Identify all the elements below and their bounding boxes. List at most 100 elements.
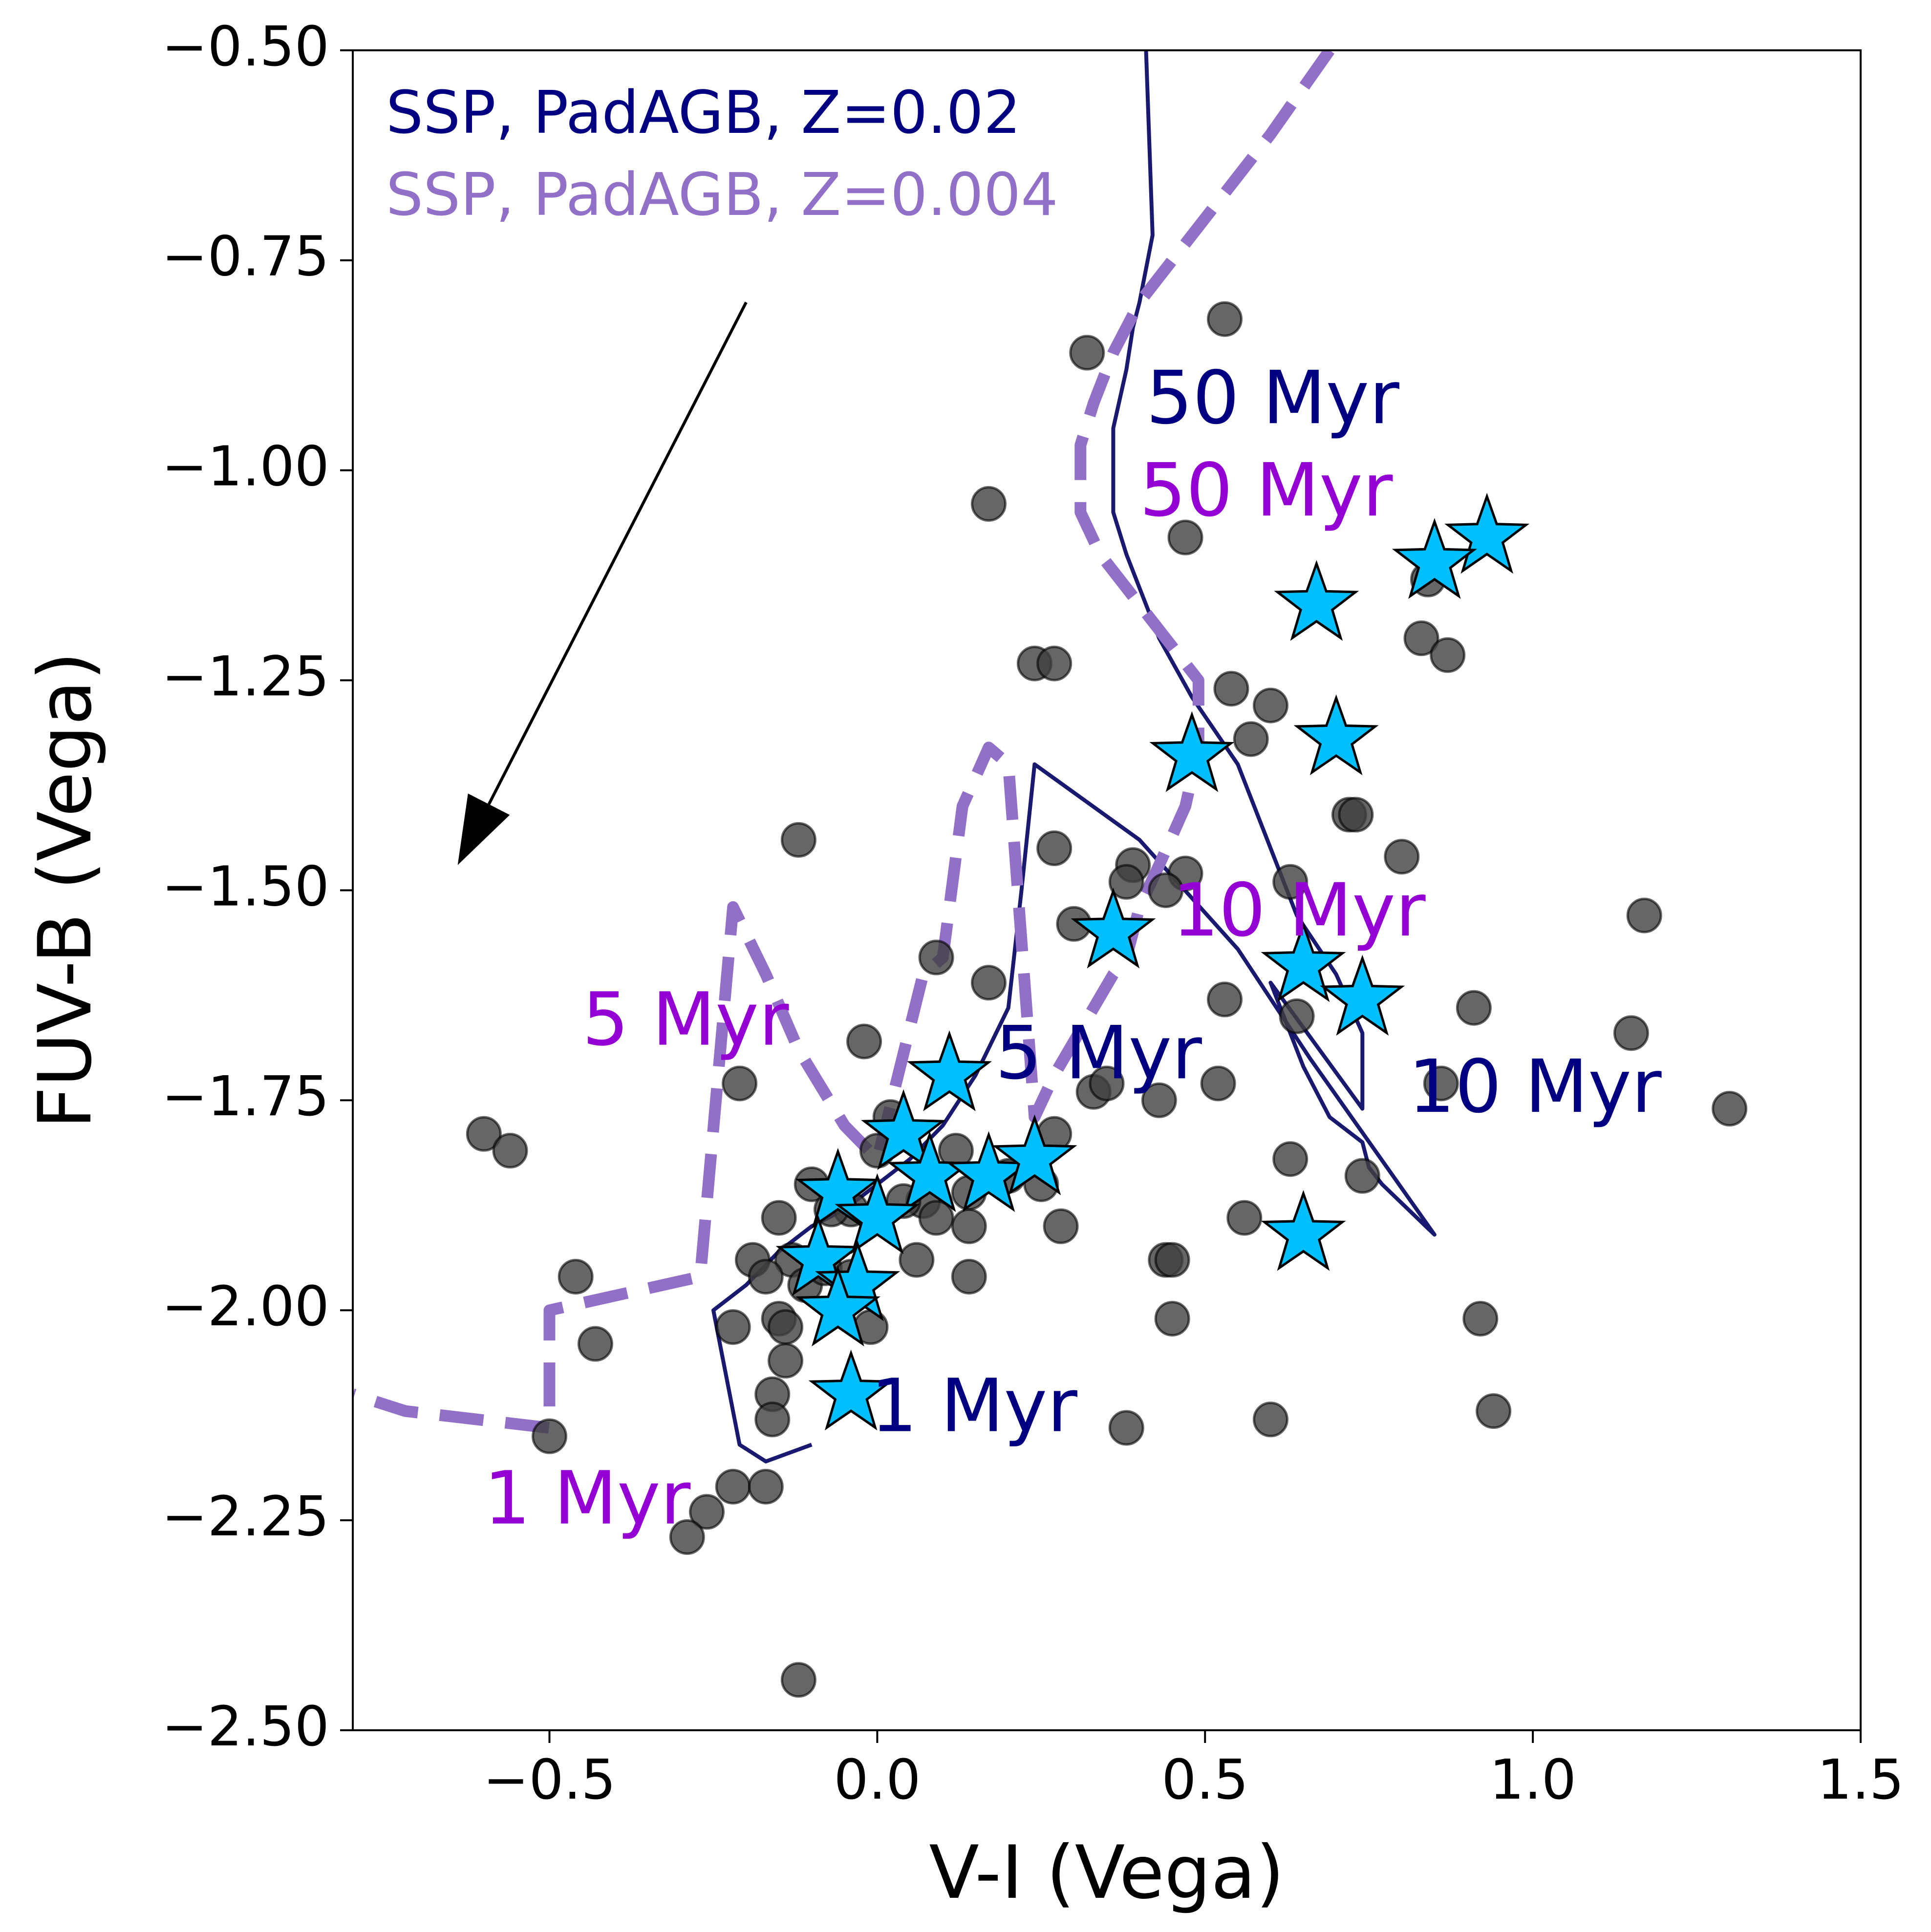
star-markers — [775, 492, 1530, 1431]
circle-point — [846, 1023, 882, 1060]
star-point — [795, 1265, 880, 1347]
star-point — [1261, 921, 1346, 1002]
star-point — [1261, 1190, 1346, 1271]
circle-point — [1036, 830, 1073, 867]
circle-point — [761, 1200, 797, 1236]
y-tick-label: −1.50 — [162, 855, 329, 918]
circle-point — [918, 1200, 954, 1236]
circle-point — [1226, 1200, 1263, 1236]
star-point — [992, 1114, 1077, 1195]
circle-point — [532, 1418, 568, 1454]
star-point — [1293, 694, 1379, 775]
star-point — [1149, 711, 1235, 792]
circle-point — [1036, 645, 1073, 681]
arrow-shaft — [487, 301, 748, 805]
x-axis-label: V-I (Vega) — [929, 1830, 1284, 1915]
age-label: 50 Myr — [1146, 356, 1400, 441]
circle-point — [754, 1401, 791, 1438]
circle-point — [951, 1208, 987, 1244]
circle-point — [1108, 1410, 1144, 1446]
star-point — [1392, 518, 1477, 599]
circle-point — [1712, 1091, 1748, 1127]
circle-point — [1279, 998, 1315, 1034]
circle-point — [669, 1519, 705, 1555]
x-tick-label: 1.5 — [1817, 1748, 1904, 1812]
circle-point — [1141, 1082, 1177, 1118]
age-label: 1 Myr — [871, 1364, 1077, 1449]
circle-point — [1423, 1065, 1459, 1102]
age-label: 50 Myr — [1139, 448, 1393, 533]
circle-point — [1344, 1158, 1380, 1194]
x-tick-label: 1.0 — [1489, 1748, 1576, 1812]
circle-point — [1089, 1065, 1125, 1102]
star-point — [1274, 560, 1359, 641]
circle-point — [1207, 301, 1243, 337]
reddening-arrow — [457, 301, 748, 865]
x-tick-label: 0.5 — [1161, 1748, 1248, 1812]
y-tick-label: −1.00 — [162, 435, 329, 499]
y-tick-label: −1.75 — [162, 1065, 329, 1128]
y-tick-label: −0.75 — [162, 225, 329, 289]
track-z0004 — [353, 50, 1335, 1434]
legend-entry-z0004: SSP, PadAGB, Z=0.004 — [386, 161, 1058, 229]
y-tick-label: −1.25 — [162, 645, 329, 708]
circle-point — [1207, 981, 1243, 1018]
circle-point — [951, 1258, 987, 1295]
circle-markers — [466, 301, 1748, 1698]
circle-point — [970, 965, 1007, 1001]
circle-point — [1272, 1141, 1309, 1177]
circle-point — [722, 1065, 758, 1102]
circle-point — [918, 939, 954, 976]
circle-point — [558, 1258, 594, 1295]
circle-point — [970, 486, 1007, 522]
circle-point — [1148, 872, 1184, 908]
legend: SSP, PadAGB, Z=0.02 SSP, PadAGB, Z=0.004 — [386, 79, 1058, 229]
circle-point — [748, 1468, 784, 1505]
circle-point — [1108, 864, 1144, 900]
circle-point — [689, 1494, 725, 1530]
star-point — [1071, 888, 1156, 969]
circle-point — [1069, 335, 1105, 371]
star-point — [1320, 955, 1405, 1036]
age-label: 1 Myr — [484, 1456, 690, 1541]
y-tick-label: −2.25 — [162, 1485, 329, 1549]
x-axis: −0.5 0.0 0.5 1.0 1.5 — [483, 1730, 1904, 1812]
circle-point — [748, 1258, 784, 1295]
circle-point — [1252, 1401, 1288, 1438]
circle-point — [715, 1468, 751, 1505]
age-label: 5 Myr — [582, 977, 789, 1062]
circle-point — [492, 1133, 528, 1169]
y-axis-label: FUV-B (Vega) — [23, 652, 108, 1129]
circle-point — [1154, 1300, 1190, 1337]
circle-point — [1200, 1065, 1236, 1102]
circle-point — [768, 1342, 804, 1379]
y-tick-label: −2.50 — [162, 1695, 329, 1759]
age-label: 5 Myr — [995, 1011, 1202, 1096]
circle-point — [466, 1116, 502, 1152]
x-tick-label: −0.5 — [483, 1748, 616, 1812]
circle-point — [715, 1309, 751, 1345]
circle-point — [1462, 1300, 1499, 1337]
y-tick-label: −0.50 — [162, 15, 329, 79]
star-point — [835, 1173, 920, 1254]
circle-point — [780, 1662, 816, 1698]
arrow-head — [457, 793, 510, 865]
legend-entry-z002: SSP, PadAGB, Z=0.02 — [386, 79, 1021, 147]
star-point — [795, 1148, 880, 1229]
circle-point — [1167, 519, 1203, 555]
star-point — [808, 1349, 894, 1431]
circle-point — [1272, 864, 1309, 900]
circle-point — [1626, 897, 1662, 934]
y-tick-label: −2.00 — [162, 1275, 329, 1338]
circle-point — [1213, 671, 1249, 707]
circle-point — [1233, 721, 1269, 757]
star-point — [775, 1215, 861, 1296]
star-point — [861, 1089, 946, 1170]
circle-point — [1338, 797, 1374, 833]
y-axis: −0.50 −0.75 −1.00 −1.25 −1.50 −1.75 −2.00 −2.25… — [162, 15, 353, 1759]
age-label: 10 Myr — [1408, 1044, 1662, 1129]
